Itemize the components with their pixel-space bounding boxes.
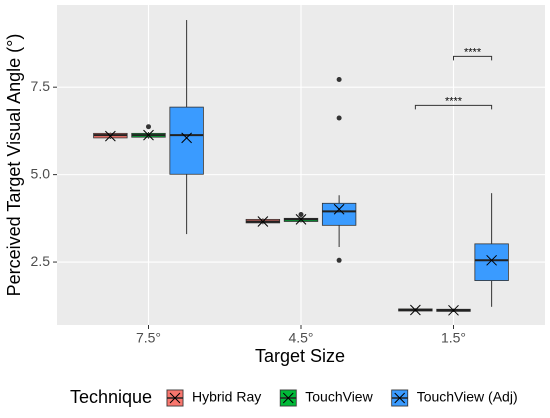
x-tick-label: 1.5° [441, 330, 466, 346]
mean-marker [448, 304, 459, 316]
legend-key-cross [282, 392, 294, 404]
significance-label: **** [445, 95, 463, 107]
outlier [298, 211, 304, 217]
outlier [336, 76, 342, 82]
mean-marker [105, 130, 116, 142]
legend-title: Technique [70, 387, 152, 407]
legend-label: Hybrid Ray [192, 389, 261, 405]
mean-marker [486, 254, 497, 266]
y-tick-label: 5.0 [31, 165, 51, 181]
box [474, 243, 509, 281]
legend-label: TouchView [305, 389, 373, 405]
y-tick-label: 2.5 [31, 253, 51, 269]
significance-bracket [414, 104, 493, 110]
y-axis-title: Perceived Target Visual Angle (°) [4, 34, 24, 297]
mean-marker [181, 132, 192, 144]
x-tick-label: 7.5° [136, 330, 161, 346]
x-axis-title: Target Size [255, 346, 345, 366]
outlier [146, 124, 151, 130]
legend-key-cross [394, 392, 406, 404]
significance-label: **** [464, 46, 482, 58]
x-tick-label: 4.5° [288, 330, 313, 346]
legend-key-cross [169, 392, 181, 404]
y-tick-label: 7.5 [31, 78, 51, 94]
mean-marker [333, 203, 345, 215]
significance-bracket [453, 55, 493, 61]
mean-marker [257, 216, 269, 227]
outlier [336, 115, 342, 121]
legend-label: TouchView (Adj) [417, 389, 518, 405]
outlier [336, 257, 342, 263]
mean-marker [410, 304, 421, 316]
mean-marker [295, 214, 307, 225]
box [169, 106, 204, 175]
mean-marker [143, 129, 154, 141]
box [321, 202, 357, 226]
